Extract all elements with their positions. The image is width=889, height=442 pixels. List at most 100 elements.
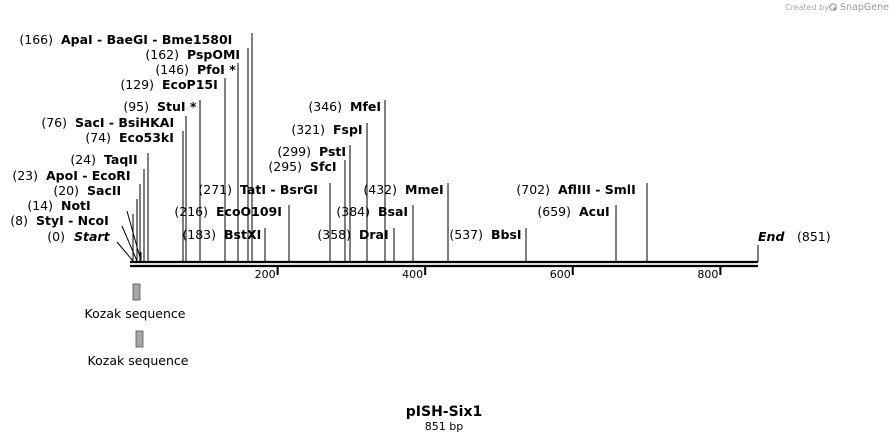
site-label[interactable]: (299) PstI bbox=[277, 144, 346, 159]
site-position: (95) bbox=[123, 99, 149, 114]
site-name[interactable]: StyI - NcoI bbox=[36, 213, 109, 228]
site-label[interactable]: (74) Eco53kI bbox=[85, 130, 174, 145]
site-name[interactable]: MfeI bbox=[350, 99, 381, 114]
site-label[interactable]: (384) BsaI bbox=[336, 204, 408, 219]
ruler-tick-label: 800 bbox=[697, 268, 718, 281]
site-label[interactable]: (14) NotI bbox=[27, 198, 90, 213]
site-name[interactable]: BstXI bbox=[224, 227, 261, 242]
restriction-sites: (8) StyI - NcoI(14) NotI(20) SacII (23) ApoI … bbox=[10, 32, 635, 242]
site-position: (183) bbox=[182, 227, 216, 242]
site-position: (702) bbox=[516, 182, 550, 197]
site-position: (346) bbox=[308, 99, 342, 114]
site-label[interactable]: (432) MmeI bbox=[363, 182, 443, 197]
site-name[interactable]: EcoO109I bbox=[216, 204, 282, 219]
site-position: (76) bbox=[41, 115, 67, 130]
site-name[interactable]: StuI * bbox=[157, 99, 197, 114]
site-label[interactable]: (295) SfcI bbox=[268, 159, 336, 174]
site-label[interactable]: (183) BstXI bbox=[182, 227, 261, 242]
site-name[interactable]: EcoP15I bbox=[162, 77, 218, 92]
site-position: (384) bbox=[336, 204, 370, 219]
end-label: End (851) bbox=[758, 229, 831, 244]
site-position: (358) bbox=[317, 227, 351, 242]
site-label[interactable]: (162) PspOMI bbox=[145, 47, 240, 62]
site-position: (299) bbox=[277, 144, 311, 159]
dna-backbone bbox=[130, 260, 758, 268]
brand-text: SnapGene bbox=[840, 2, 889, 13]
ruler: 200 400 600 800 bbox=[255, 267, 722, 281]
site-name[interactable]: FspI bbox=[333, 122, 363, 137]
site-position: (23) bbox=[12, 168, 38, 183]
site-label[interactable]: (358) DraI bbox=[317, 227, 388, 242]
site-position: (146) bbox=[155, 62, 189, 77]
site-label[interactable]: (20) SacII bbox=[53, 183, 121, 198]
site-name[interactable]: SacII bbox=[87, 183, 121, 198]
ruler-tick-label: 600 bbox=[550, 268, 571, 281]
site-name[interactable]: AcuI bbox=[579, 204, 610, 219]
site-position: (432) bbox=[363, 182, 397, 197]
site-name[interactable]: TatI - BsrGI bbox=[240, 182, 318, 197]
ruler-tick-label: 200 bbox=[255, 268, 276, 281]
feature-kozak-2[interactable]: Kozak sequence bbox=[88, 330, 189, 368]
site-label[interactable]: (129) EcoP15I bbox=[120, 77, 217, 92]
site-label[interactable]: (216) EcoO109I bbox=[174, 204, 282, 219]
site-label[interactable]: (537) BbsI bbox=[449, 227, 521, 242]
feature-kozak-1[interactable]: Kozak sequence bbox=[85, 283, 186, 321]
feature-box[interactable] bbox=[135, 330, 144, 348]
end-name: End bbox=[758, 229, 785, 244]
site-position: (659) bbox=[537, 204, 571, 219]
site-position: (129) bbox=[120, 77, 154, 92]
site-position: (20) bbox=[53, 183, 79, 198]
start-name: Start bbox=[74, 229, 111, 244]
site-label[interactable]: (702) AflIII - SmlI bbox=[516, 182, 635, 197]
site-name[interactable]: ApaI - BaeGI - Bme1580I bbox=[61, 32, 232, 47]
site-label[interactable]: (146) PfoI * bbox=[155, 62, 236, 77]
site-name[interactable]: SacI - BsiHKAI bbox=[75, 115, 174, 130]
site-position: (271) bbox=[198, 182, 232, 197]
site-name[interactable]: DraI bbox=[359, 227, 389, 242]
site-name[interactable]: Eco53kI bbox=[119, 130, 174, 145]
site-leader-lines bbox=[116, 33, 648, 262]
start-leader bbox=[126, 210, 142, 262]
site-label[interactable]: (23) ApoI - EcoRI bbox=[12, 168, 130, 183]
site-label[interactable]: (321) FspI bbox=[291, 122, 362, 137]
feature-label: Kozak sequence bbox=[88, 353, 189, 368]
site-label[interactable]: (76) SacI - BsiHKAI bbox=[41, 115, 174, 130]
start-leader bbox=[116, 241, 134, 262]
site-label[interactable]: (95) StuI * bbox=[123, 99, 197, 114]
site-label[interactable]: (166) ApaI - BaeGI - Bme1580I bbox=[19, 32, 232, 47]
start-label: (0) Start bbox=[47, 229, 110, 244]
site-position: (321) bbox=[291, 122, 325, 137]
site-position: (8) bbox=[10, 213, 28, 228]
plasmid-length: 851 bp bbox=[425, 420, 463, 433]
site-name[interactable]: ApoI - EcoRI bbox=[46, 168, 131, 183]
site-name[interactable]: AflIII - SmlI bbox=[558, 182, 636, 197]
end-position: (851) bbox=[797, 229, 831, 244]
site-position: (24) bbox=[70, 152, 96, 167]
snapgene-logo-icon bbox=[829, 3, 837, 11]
site-name[interactable]: BsaI bbox=[378, 204, 408, 219]
site-position: (537) bbox=[449, 227, 483, 242]
site-name[interactable]: PstI bbox=[319, 144, 346, 159]
site-label[interactable]: (659) AcuI bbox=[537, 204, 609, 219]
credit-text: Created by bbox=[785, 3, 829, 12]
site-name[interactable]: TaqII bbox=[104, 152, 138, 167]
site-name[interactable]: MmeI bbox=[405, 182, 444, 197]
site-position: (162) bbox=[145, 47, 179, 62]
site-name[interactable]: BbsI bbox=[491, 227, 522, 242]
site-name[interactable]: NotI bbox=[61, 198, 91, 213]
feature-label: Kozak sequence bbox=[85, 306, 186, 321]
site-label[interactable]: (24) TaqII bbox=[70, 152, 137, 167]
site-label[interactable]: (271) TatI - BsrGI bbox=[198, 182, 318, 197]
site-name[interactable]: PspOMI bbox=[187, 47, 240, 62]
site-name[interactable]: PfoI * bbox=[197, 62, 236, 77]
site-label[interactable]: (8) StyI - NcoI bbox=[10, 213, 109, 228]
site-position: (295) bbox=[268, 159, 302, 174]
site-position: (166) bbox=[19, 32, 53, 47]
feature-box[interactable] bbox=[132, 283, 141, 301]
ruler-tick-label: 400 bbox=[402, 268, 423, 281]
start-leader bbox=[121, 225, 138, 262]
site-position: (216) bbox=[174, 204, 208, 219]
site-label[interactable]: (346) MfeI bbox=[308, 99, 381, 114]
site-name[interactable]: SfcI bbox=[310, 159, 337, 174]
